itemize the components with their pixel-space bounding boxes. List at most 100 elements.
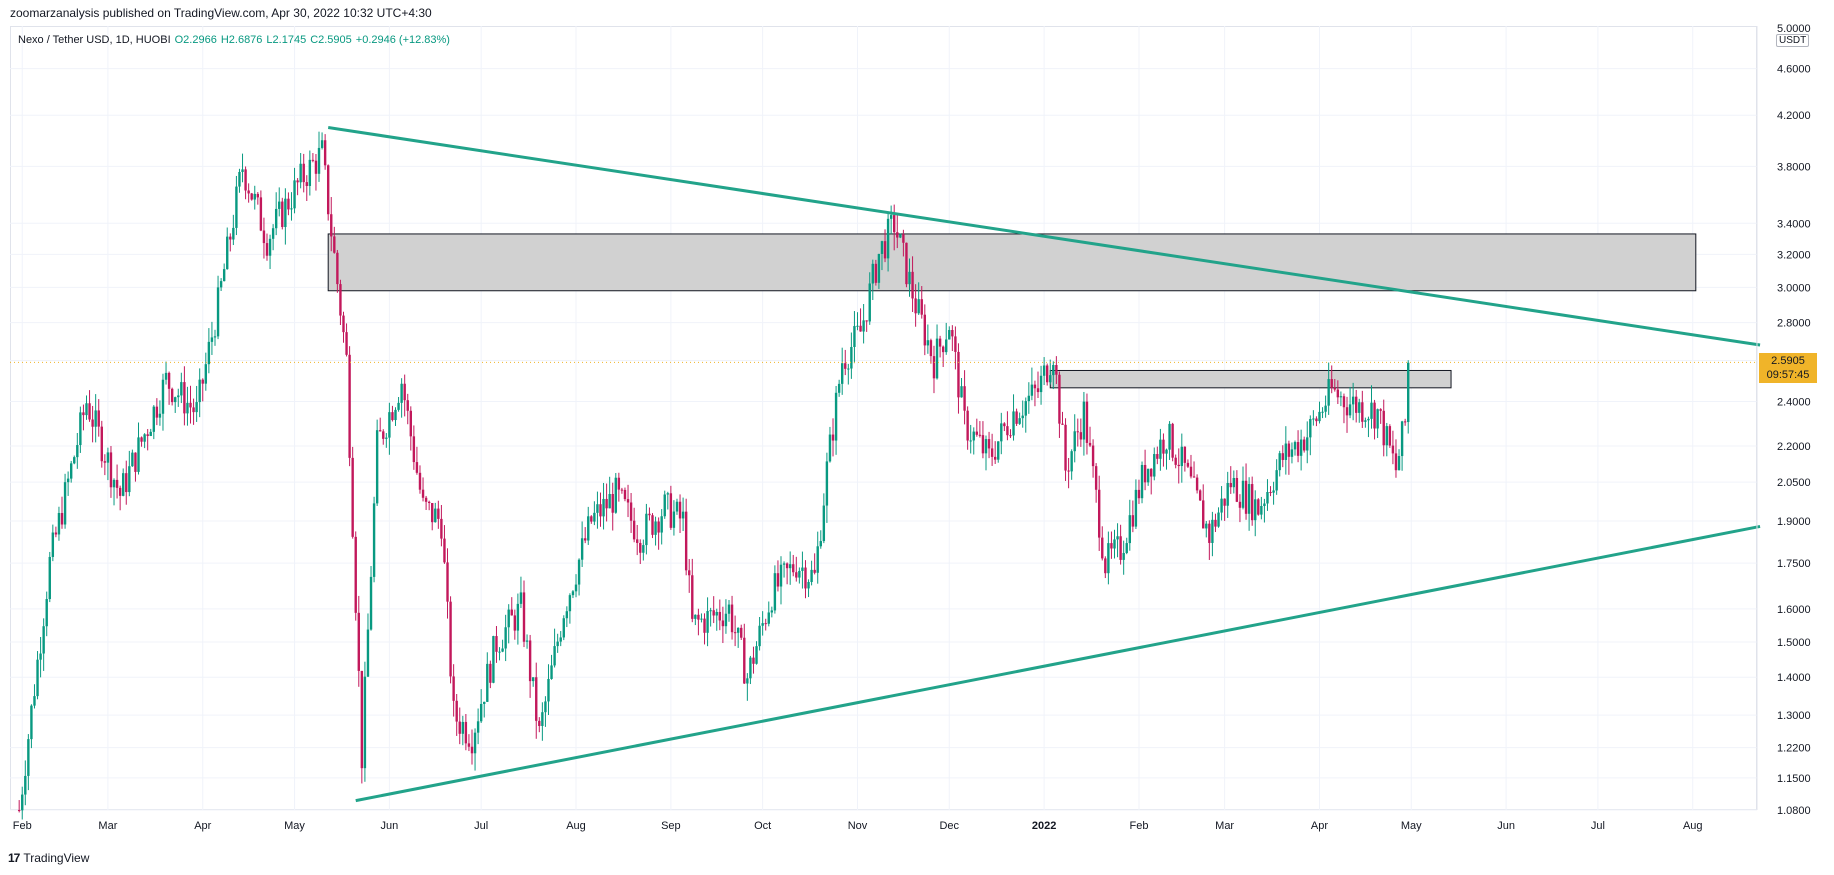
candle-body	[323, 140, 327, 166]
footer-brand[interactable]: 17 TradingView	[8, 851, 89, 865]
candle-body	[672, 511, 676, 528]
candle-body	[1229, 482, 1232, 488]
candle-body	[1257, 499, 1260, 515]
descending-trendline	[327, 126, 1761, 347]
candle-body	[792, 564, 795, 573]
candle-body	[170, 388, 174, 403]
candle-body	[694, 614, 697, 619]
candle-body	[730, 604, 734, 633]
candle-body	[1165, 449, 1168, 454]
candle-body	[1397, 456, 1401, 471]
candle-body	[498, 651, 501, 653]
candle-body	[241, 169, 244, 172]
candle-body	[48, 556, 51, 600]
candle-body	[1345, 407, 1349, 416]
candle-body	[1379, 409, 1382, 411]
price-tick-label: 1.9000	[1777, 516, 1811, 528]
candle-body	[293, 180, 296, 209]
candle-body	[1085, 401, 1089, 443]
candle-body	[1113, 539, 1116, 549]
candle-body	[877, 253, 881, 283]
candle-body	[733, 632, 737, 634]
candle-body	[51, 532, 55, 557]
candle-body	[957, 351, 960, 398]
candle-body	[1094, 466, 1098, 490]
candle-body	[137, 437, 140, 472]
lower-resistance-zone	[1049, 369, 1452, 389]
time-tick-label: May	[1401, 820, 1422, 832]
candle-body	[617, 477, 621, 490]
candle-body	[602, 498, 605, 517]
candle-body	[706, 610, 709, 633]
candle-body	[415, 462, 419, 473]
candle-body	[115, 479, 119, 488]
candle-body	[632, 520, 636, 540]
candle-body	[204, 364, 208, 384]
currency-unit-badge[interactable]: USDT	[1776, 34, 1810, 47]
candle-body	[232, 227, 235, 240]
candle-body	[360, 670, 364, 769]
legend-high: H2.6876	[220, 34, 263, 46]
bar-countdown: 09:57:45	[1766, 369, 1810, 382]
candle-body	[935, 338, 939, 379]
candle-body	[776, 573, 780, 587]
candle-body	[281, 201, 284, 228]
candle-body	[608, 494, 611, 509]
candle-body	[798, 570, 801, 578]
candle-body	[1324, 405, 1327, 412]
candle-body	[715, 611, 718, 616]
candle-body	[1364, 420, 1367, 422]
candle-body	[807, 582, 810, 589]
candle-body	[250, 193, 253, 200]
price-tick-label: 1.0800	[1777, 805, 1811, 817]
candle-body	[1183, 446, 1187, 463]
candle-body	[1180, 446, 1184, 467]
candle-body	[727, 604, 731, 614]
candle-body	[112, 479, 116, 488]
candle-body	[1107, 543, 1110, 574]
candle-body	[1361, 402, 1364, 422]
candle-body	[1156, 454, 1159, 459]
candle-body	[568, 595, 572, 612]
candle-body	[464, 721, 468, 744]
candle-body	[1015, 411, 1018, 424]
candle-body	[948, 330, 951, 340]
candle-body	[1134, 489, 1138, 527]
candle-body	[837, 383, 841, 393]
candle-body	[1214, 519, 1217, 527]
candle-body	[795, 572, 798, 578]
candle-body	[896, 232, 899, 238]
candle-body	[550, 665, 553, 679]
candle-body	[235, 186, 238, 228]
candle-body	[409, 410, 413, 437]
candle-body	[688, 570, 691, 576]
candle-body	[363, 676, 367, 769]
candle-body	[88, 403, 91, 420]
candle-body	[981, 435, 985, 454]
candle-body	[712, 610, 715, 616]
candle-body	[571, 591, 575, 596]
candle-body	[1070, 451, 1073, 472]
candle-body	[743, 637, 746, 684]
candle-body	[752, 657, 755, 664]
candle-body	[308, 159, 312, 186]
candle-body	[1315, 418, 1318, 422]
candle-body	[1079, 432, 1083, 440]
candle-body	[871, 263, 874, 284]
candle-body	[412, 436, 416, 463]
candle-body	[149, 431, 152, 437]
candle-body	[443, 538, 446, 563]
candle-body	[623, 489, 627, 500]
candle-body	[271, 228, 275, 239]
candle-body	[1097, 489, 1101, 538]
candle-body	[461, 721, 465, 734]
candle-body	[140, 437, 143, 442]
candle-body	[1238, 501, 1242, 508]
candle-body	[590, 516, 593, 522]
candle-body	[122, 473, 125, 496]
legend-low: L2.1745	[266, 34, 307, 46]
candle-body	[1254, 499, 1257, 521]
candle-body	[874, 263, 878, 283]
candle-body	[1205, 523, 1208, 529]
